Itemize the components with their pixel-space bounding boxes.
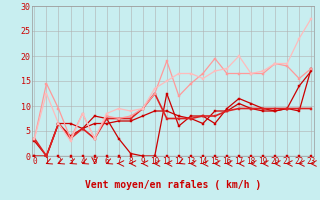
X-axis label: Vent moyen/en rafales ( km/h ): Vent moyen/en rafales ( km/h ) [85, 180, 261, 190]
